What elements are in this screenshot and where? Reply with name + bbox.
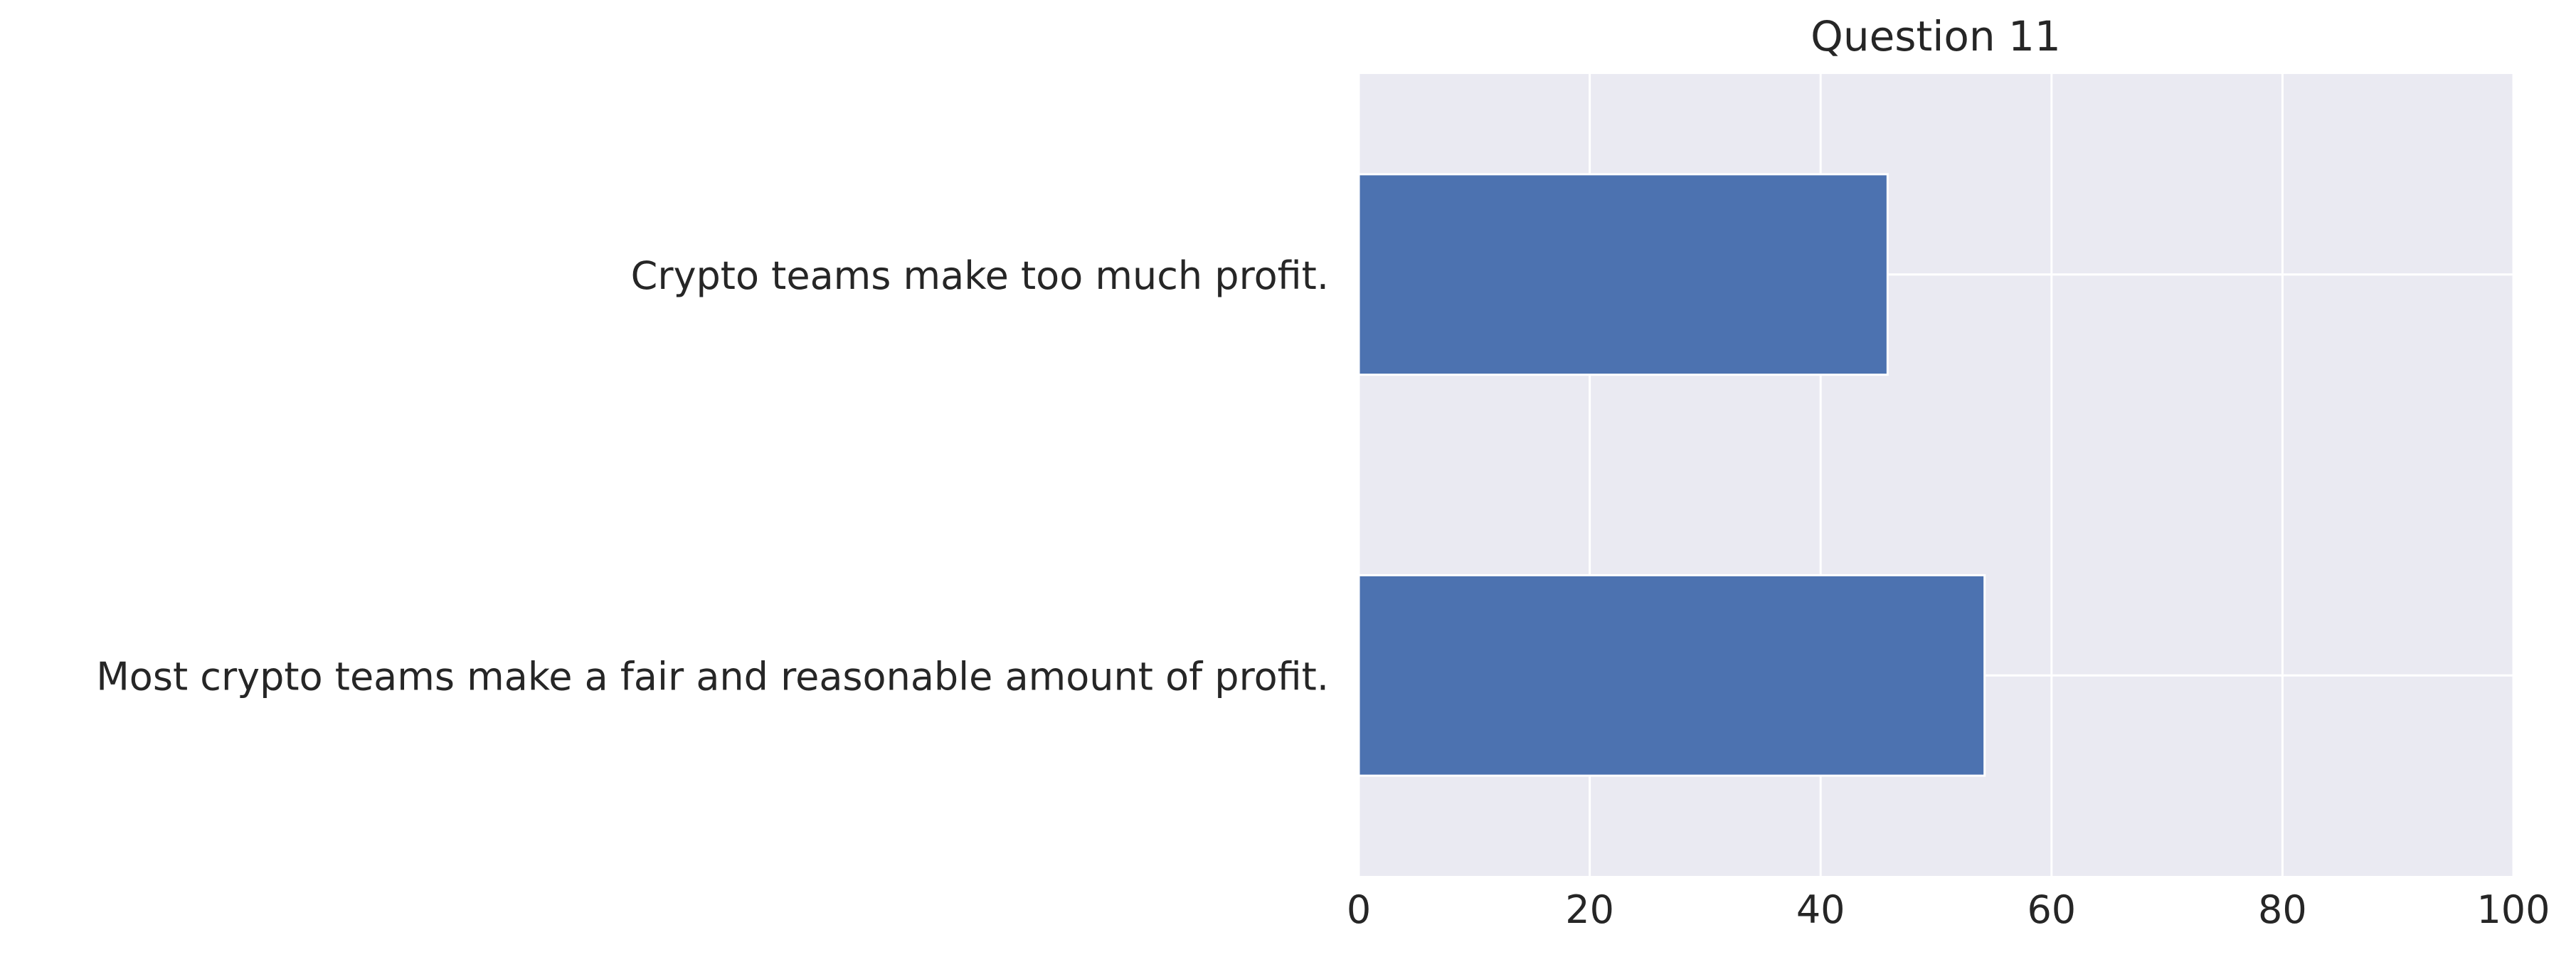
category-label-1: Most crypto teams make a fair and reason…	[96, 654, 1329, 699]
chart-title: Question 11	[1811, 12, 2061, 60]
x-tick-label-0: 0	[1347, 887, 1371, 932]
bar-1	[1357, 574, 1986, 777]
x-tick-label-1: 20	[1565, 887, 1614, 932]
x-tick-label-4: 80	[2258, 887, 2307, 932]
x-tick-labels: 0 20 40 60 80 100	[1347, 887, 2550, 932]
x-tick-label-2: 40	[1796, 887, 1845, 932]
category-labels: Crypto teams make too much profit. Most c…	[96, 253, 1329, 699]
bars	[1357, 173, 1986, 777]
bar-0	[1357, 173, 1889, 376]
x-tick-label-3: 60	[2027, 887, 2076, 932]
x-tick-label-5: 100	[2476, 887, 2550, 932]
category-label-0: Crypto teams make too much profit.	[631, 253, 1329, 298]
